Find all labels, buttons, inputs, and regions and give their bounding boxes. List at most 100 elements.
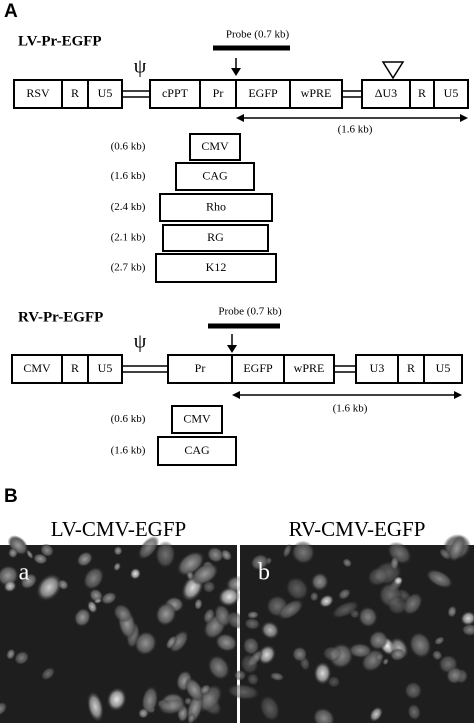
cell: [113, 546, 123, 556]
cell: [36, 573, 62, 602]
cell: [292, 646, 308, 662]
element-label: wPRE: [301, 86, 332, 100]
panel-label: A: [4, 1, 18, 22]
cell: [244, 617, 261, 630]
image-letter: a: [19, 560, 30, 586]
cell: [155, 602, 177, 626]
promoter-box: [159, 193, 273, 222]
element-box: [87, 354, 123, 384]
cell: [199, 684, 211, 696]
arrow-head: [227, 345, 237, 353]
promoter-box: [171, 405, 223, 434]
cell: [233, 669, 247, 681]
cell: [113, 603, 133, 623]
cell: [319, 594, 334, 608]
cell: [215, 633, 238, 652]
cell: [269, 672, 285, 681]
micrograph: [226, 533, 474, 723]
cell: [460, 611, 474, 626]
cell: [285, 576, 309, 601]
cell: [3, 580, 17, 593]
cell: [369, 706, 383, 722]
cell: [6, 648, 16, 660]
cell: [83, 566, 105, 591]
cell: [312, 707, 335, 723]
element-label: U3: [370, 361, 385, 375]
cell: [425, 569, 454, 589]
cell: [226, 683, 260, 700]
deletion-marker: [381, 61, 405, 80]
element-label: cPPT: [162, 86, 189, 100]
image-title: RV-CMV-EGFP: [289, 517, 426, 541]
cell: [220, 549, 232, 561]
cell: [282, 543, 292, 558]
cell: [240, 653, 259, 675]
cell: [331, 600, 360, 619]
cell: [8, 547, 18, 559]
promoter-name: K12: [206, 260, 227, 274]
promoter-name: CAG: [184, 443, 210, 457]
promoter-box: [157, 436, 237, 466]
element-label: Pr: [195, 361, 206, 375]
promoter-name: CMV: [201, 139, 229, 153]
cell: [106, 687, 127, 712]
cell: [141, 685, 159, 715]
promoter-size: (1.6 kb): [111, 170, 146, 182]
element-label: wPRE: [294, 361, 325, 375]
cell: [327, 675, 341, 688]
cell: [87, 600, 98, 614]
cell: [33, 553, 48, 565]
cell: [375, 652, 384, 662]
element-label: EGFP: [243, 361, 273, 375]
cell: [203, 608, 215, 624]
element-box: [397, 354, 425, 384]
cell: [368, 630, 389, 651]
cell: [86, 691, 104, 722]
probe-label: Probe (0.7 kb): [218, 306, 282, 318]
promoter-size: (1.6 kb): [111, 445, 146, 457]
promoter-box: [175, 162, 255, 191]
construct-title: RV-Pr-EGFP: [18, 309, 103, 325]
element-box: [199, 79, 237, 109]
element-label: U5: [98, 361, 113, 375]
promoter-box: [189, 133, 241, 161]
cell: [247, 610, 259, 619]
cell: [76, 551, 93, 567]
element-box: [231, 354, 285, 384]
cell: [194, 598, 203, 610]
promoter-name: RG: [207, 230, 224, 244]
cell: [257, 644, 276, 665]
cell: [187, 712, 196, 723]
cell: [74, 608, 91, 627]
cell: [448, 535, 466, 563]
image-letter: b: [258, 560, 270, 586]
cell: [113, 562, 121, 572]
cell: [382, 658, 389, 666]
cell: [165, 635, 177, 650]
element-label: Pr: [213, 86, 224, 100]
element-label: U5: [444, 86, 459, 100]
element-label: R: [418, 86, 426, 100]
cell: [206, 546, 224, 563]
promoter-box: [162, 224, 269, 252]
cell: [260, 621, 280, 640]
promoter-size: (0.6 kb): [111, 413, 146, 425]
image-title: LV-CMV-EGFP: [51, 517, 186, 541]
cell: [439, 548, 452, 560]
cell: [134, 631, 157, 656]
cell: [93, 598, 103, 604]
cell: [259, 695, 280, 722]
element-label: U5: [98, 86, 113, 100]
cell: [432, 650, 443, 661]
cell: [408, 631, 432, 659]
cell: [434, 636, 445, 645]
cell: [358, 606, 378, 628]
cell: [277, 599, 304, 620]
promoter-name: CAG: [202, 168, 228, 182]
cell: [342, 558, 352, 568]
cell: [310, 572, 329, 592]
cell: [407, 703, 421, 721]
cell: [461, 623, 474, 637]
probe-bar: [213, 45, 290, 51]
